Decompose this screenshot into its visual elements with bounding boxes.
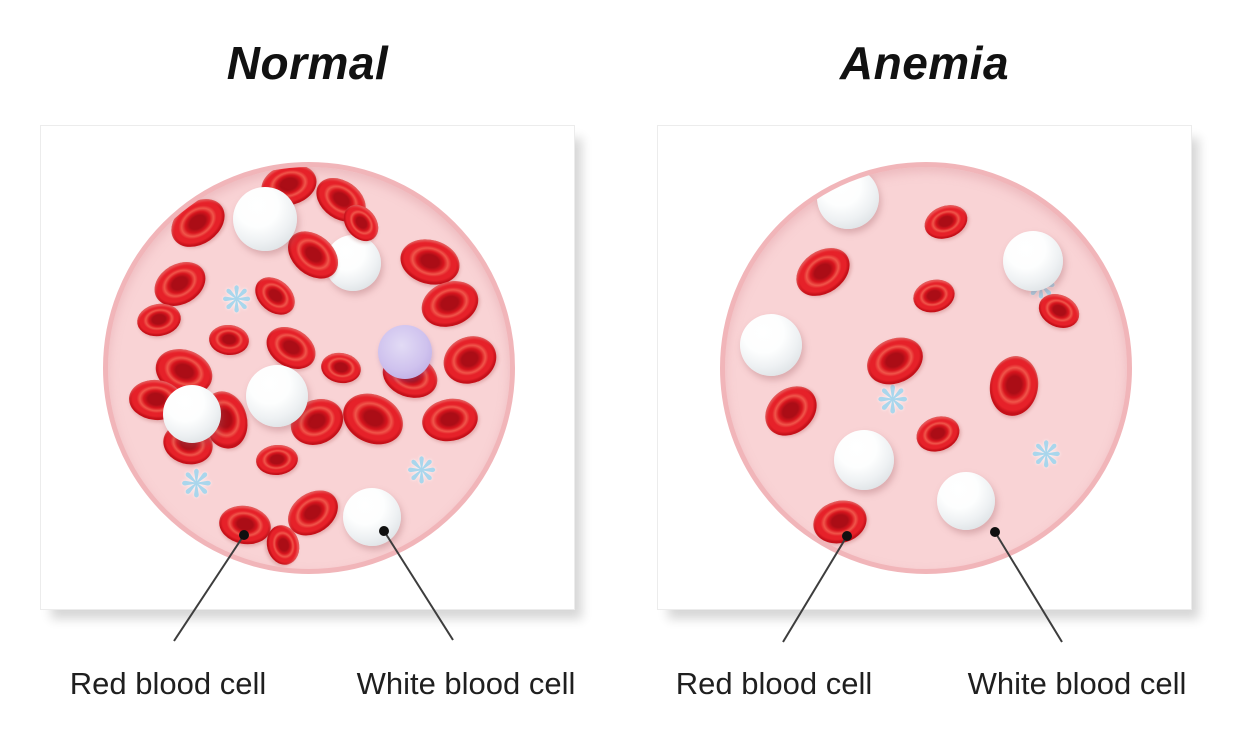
red-blood-cell <box>435 327 504 393</box>
red-blood-cell <box>162 189 234 258</box>
white-blood-cell <box>739 313 802 376</box>
platelet-icon: ❋ <box>180 463 213 506</box>
white-blood-cell <box>163 385 222 444</box>
sample-card-normal: ❋ ❋ ❋ <box>40 125 575 610</box>
platelet-icon: ❋ <box>221 278 252 320</box>
red-blood-cell <box>911 410 965 458</box>
red-blood-cell <box>808 494 872 550</box>
label-red-blood-cell-anemia: Red blood cell <box>675 666 873 701</box>
red-blood-cell <box>318 349 364 387</box>
purple-cell <box>378 324 433 379</box>
red-blood-cell <box>418 394 481 446</box>
white-blood-cell <box>817 167 879 230</box>
platelet-icon: ❋ <box>1031 433 1062 475</box>
sample-card-anemia: ❋❋❋ <box>657 125 1192 610</box>
label-white-blood-cell-anemia: White blood cell <box>967 666 1187 701</box>
white-blood-cell <box>342 487 401 546</box>
white-blood-cell <box>232 187 297 252</box>
panel-normal: Normal ❋ ❋ ❋ Red blood cell White blood ce… <box>40 0 575 749</box>
red-blood-cell <box>909 274 959 317</box>
white-blood-cell <box>1003 231 1064 292</box>
white-blood-cell <box>245 365 308 428</box>
platelet-icon: ❋ <box>406 449 437 491</box>
red-blood-cell <box>859 328 931 394</box>
white-blood-cell <box>833 429 894 490</box>
platelet-icon: ❋ <box>876 380 909 423</box>
red-blood-cell <box>254 443 300 478</box>
red-blood-cell <box>207 323 250 357</box>
blood-sample-circle-normal: ❋ ❋ ❋ <box>103 162 515 574</box>
red-blood-cell <box>985 352 1044 421</box>
label-white-blood-cell-normal: White blood cell <box>356 666 576 701</box>
red-blood-cell <box>247 269 302 323</box>
red-blood-cell <box>787 237 860 306</box>
red-blood-cell <box>215 501 274 548</box>
panel-anemia: Anemia ❋❋❋ Red blood cell White blood ce… <box>657 0 1192 749</box>
label-red-blood-cell-normal: Red blood cell <box>69 666 267 701</box>
blood-sample-circle-anemia: ❋❋❋ <box>720 162 1132 574</box>
red-blood-cell <box>754 376 827 446</box>
white-blood-cell <box>937 471 996 530</box>
panel-title-normal: Normal <box>226 36 389 89</box>
panel-title-anemia: Anemia <box>839 36 1010 89</box>
red-blood-cell <box>919 199 972 246</box>
